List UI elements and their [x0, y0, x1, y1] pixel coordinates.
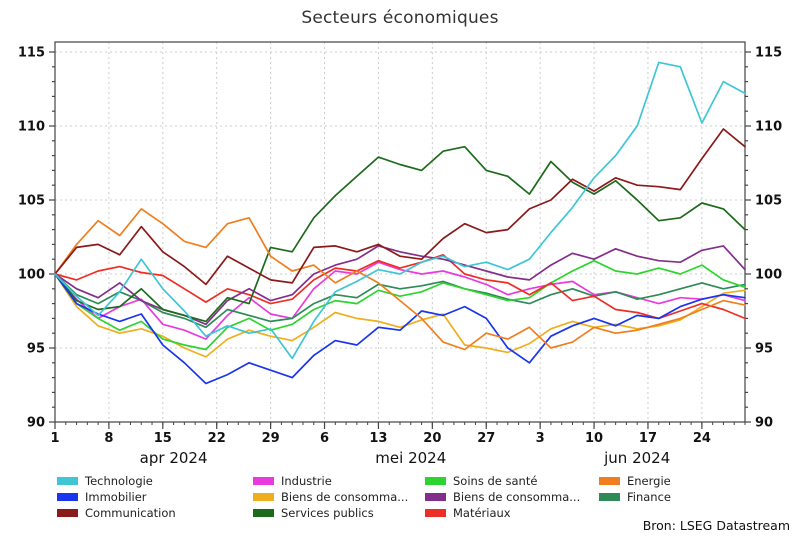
series-line-6	[54, 259, 746, 351]
legend-item: Biens de consomma...	[253, 490, 425, 504]
svg-text:100: 100	[755, 268, 782, 283]
legend-item: Biens de consomma...	[425, 490, 599, 504]
legend-color-swatch	[425, 477, 446, 485]
svg-text:15: 15	[154, 431, 172, 446]
svg-text:6: 6	[320, 431, 329, 446]
legend-color-swatch	[599, 493, 620, 501]
legend-color-swatch	[253, 477, 274, 485]
svg-text:105: 105	[18, 194, 45, 209]
legend-color-swatch	[425, 509, 446, 517]
legend-item-label: Soins de santé	[453, 474, 538, 488]
series-line-10	[54, 273, 746, 329]
legend-column: Energie Finance	[599, 474, 749, 520]
legend-item-label: Industrie	[281, 474, 332, 488]
legend-item: Soins de santé	[425, 474, 599, 488]
legend-item: Industrie	[253, 474, 425, 488]
legend-item-label: Biens de consomma...	[453, 490, 581, 504]
chart-title: Secteurs économiques	[301, 8, 499, 28]
svg-text:105: 105	[755, 194, 782, 209]
svg-text:29: 29	[262, 431, 280, 446]
legend-item-label: Finance	[627, 490, 671, 504]
legend-item: Services publics	[253, 506, 425, 520]
legend-item-label: Biens de consomma...	[281, 490, 409, 504]
legend-color-swatch	[57, 477, 78, 485]
legend-color-swatch	[253, 493, 274, 501]
series-line-4	[54, 273, 746, 358]
svg-text:22: 22	[208, 431, 226, 446]
svg-text:apr 2024: apr 2024	[140, 449, 208, 467]
legend-item-label: Services publics	[281, 506, 374, 520]
legend-item-label: Matériaux	[453, 506, 511, 520]
svg-text:110: 110	[18, 120, 45, 135]
svg-text:90: 90	[755, 416, 773, 431]
svg-text:10: 10	[585, 431, 603, 446]
legend: Technologie Immobilier Communication Indust…	[57, 474, 749, 520]
svg-text:90: 90	[27, 416, 45, 431]
svg-text:110: 110	[755, 120, 782, 135]
series-line-3	[54, 261, 746, 340]
svg-text:95: 95	[27, 342, 45, 357]
chart-plot-area: 90 90 95 95 100 100 105 105 110 110 115 115 1 8 15 22 29…	[18, 41, 782, 467]
legend-item-label: Technologie	[85, 474, 153, 488]
legend-item: Energie	[599, 474, 749, 488]
series-line-7	[54, 245, 746, 326]
legend-item-label: Immobilier	[85, 490, 147, 504]
svg-text:3: 3	[536, 431, 545, 446]
svg-text:24: 24	[693, 431, 711, 446]
legend-color-swatch	[425, 493, 446, 501]
legend-item-label: Energie	[627, 474, 671, 488]
legend-item: Technologie	[57, 474, 253, 488]
legend-item-label: Communication	[85, 506, 176, 520]
svg-text:100: 100	[18, 268, 45, 283]
series-line-5	[54, 145, 746, 323]
series-line-1	[54, 273, 746, 385]
legend-color-swatch	[599, 477, 620, 485]
svg-text:20: 20	[423, 431, 441, 446]
svg-text:115: 115	[755, 46, 782, 61]
series-line-8	[54, 253, 746, 320]
svg-text:95: 95	[755, 342, 773, 357]
legend-color-swatch	[57, 509, 78, 517]
legend-color-swatch	[57, 493, 78, 501]
legend-item: Matériaux	[425, 506, 599, 520]
svg-text:17: 17	[639, 431, 657, 446]
series-line-9	[54, 208, 746, 351]
series-line-2	[54, 128, 746, 286]
legend-item: Immobilier	[57, 490, 253, 504]
series-line-0	[54, 61, 746, 360]
svg-text:1: 1	[50, 431, 59, 446]
legend-column: Industrie Biens de consomma... Services pu…	[253, 474, 425, 520]
legend-item: Communication	[57, 506, 253, 520]
svg-text:115: 115	[18, 46, 45, 61]
svg-text:mei 2024: mei 2024	[375, 449, 446, 467]
svg-text:8: 8	[104, 431, 113, 446]
legend-item: Finance	[599, 490, 749, 504]
legend-color-swatch	[253, 509, 274, 517]
svg-text:27: 27	[477, 431, 495, 446]
svg-text:jun 2024: jun 2024	[603, 449, 670, 467]
legend-column: Technologie Immobilier Communication	[57, 474, 253, 520]
source-credit: Bron: LSEG Datastream	[642, 518, 790, 533]
svg-text:13: 13	[369, 431, 387, 446]
legend-column: Soins de santé Biens de consomma... Matéri…	[425, 474, 599, 520]
